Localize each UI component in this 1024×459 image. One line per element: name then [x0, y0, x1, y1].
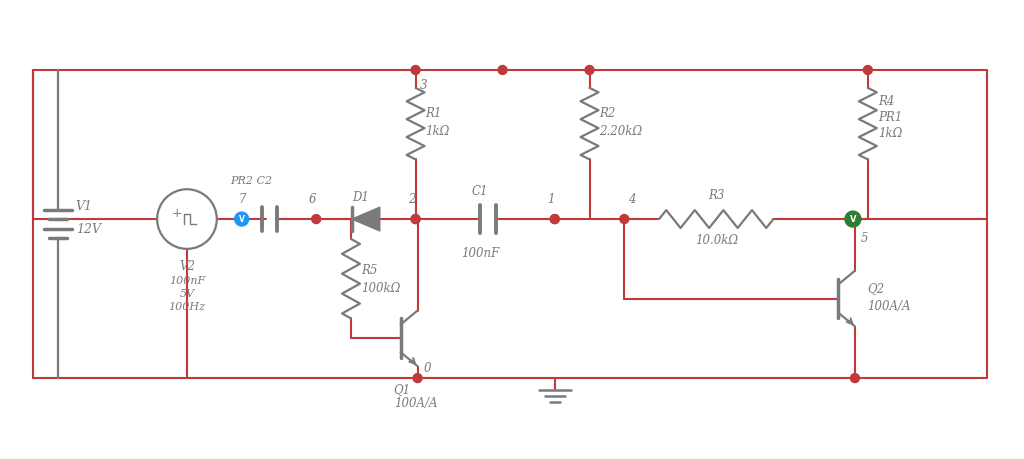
Polygon shape — [352, 207, 380, 231]
Text: 6: 6 — [308, 193, 315, 206]
Circle shape — [234, 212, 249, 226]
Text: V1: V1 — [76, 200, 92, 213]
Text: 100nF: 100nF — [461, 247, 500, 260]
Text: R2: R2 — [599, 107, 615, 120]
Circle shape — [620, 215, 629, 224]
Text: 1kΩ: 1kΩ — [878, 127, 902, 140]
Circle shape — [550, 215, 559, 224]
Text: 2: 2 — [408, 193, 415, 206]
Circle shape — [411, 215, 420, 224]
Text: Q1: Q1 — [393, 384, 411, 397]
Text: 3: 3 — [420, 79, 427, 92]
Text: V: V — [239, 214, 245, 224]
Circle shape — [845, 211, 861, 227]
Text: 100A/A: 100A/A — [393, 397, 437, 410]
Circle shape — [550, 215, 559, 224]
Text: 10.0kΩ: 10.0kΩ — [694, 235, 738, 247]
Text: 1kΩ: 1kΩ — [426, 125, 450, 138]
Text: 4: 4 — [629, 193, 636, 206]
Text: 100kΩ: 100kΩ — [360, 282, 400, 295]
Text: R5: R5 — [360, 264, 377, 277]
Text: R1: R1 — [426, 107, 442, 120]
Circle shape — [863, 66, 872, 74]
Text: 2.20kΩ: 2.20kΩ — [599, 125, 643, 138]
Text: R4: R4 — [878, 95, 894, 108]
Circle shape — [413, 374, 422, 382]
Circle shape — [411, 66, 420, 74]
Text: Q2: Q2 — [867, 282, 884, 295]
Text: 100nF: 100nF — [169, 276, 205, 285]
Text: 5V: 5V — [179, 289, 195, 299]
Text: V: V — [850, 214, 856, 224]
Text: V2: V2 — [179, 260, 195, 273]
Text: 1: 1 — [547, 193, 554, 206]
Text: D1: D1 — [352, 190, 370, 204]
Text: 0: 0 — [424, 362, 431, 375]
Circle shape — [498, 66, 507, 74]
Text: 12V: 12V — [76, 223, 100, 235]
Text: 7: 7 — [239, 193, 246, 206]
Text: 100A/A: 100A/A — [867, 300, 910, 313]
Circle shape — [585, 66, 594, 74]
Text: 5: 5 — [861, 232, 868, 246]
Text: 100Hz: 100Hz — [169, 302, 206, 312]
Text: PR2 C2: PR2 C2 — [229, 176, 271, 186]
Circle shape — [851, 374, 859, 382]
Text: C1: C1 — [472, 185, 488, 198]
Text: +: + — [172, 207, 182, 219]
Text: R3: R3 — [708, 189, 724, 202]
Circle shape — [411, 215, 420, 224]
Circle shape — [311, 215, 321, 224]
Text: PR1: PR1 — [878, 111, 902, 124]
